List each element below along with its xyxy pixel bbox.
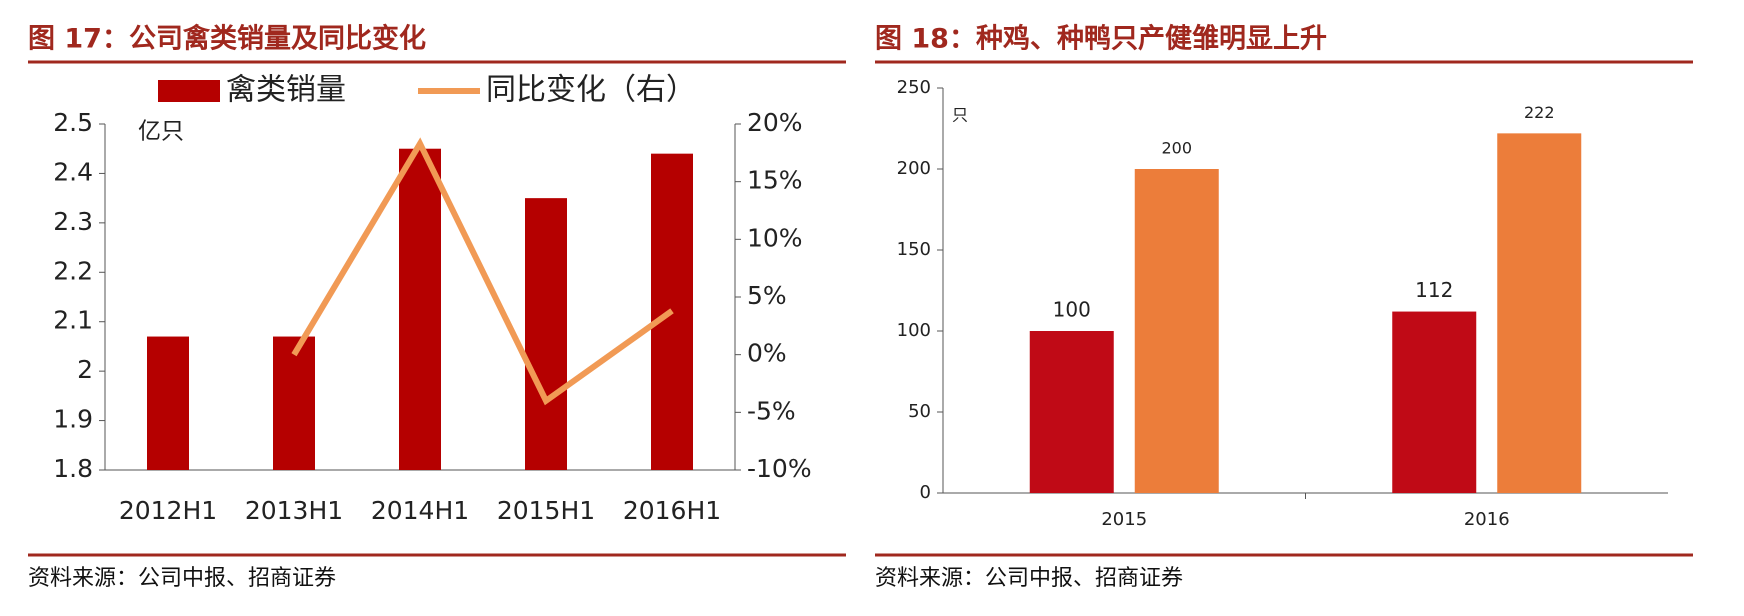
legend-label: 禽类销量 bbox=[226, 73, 346, 108]
y-tick-label: 200 bbox=[897, 158, 931, 179]
source: 资料来源：公司中报、招商证券 bbox=[875, 566, 1183, 591]
y-tick-label: 2 bbox=[77, 355, 93, 384]
legend-label: 同比变化（右） bbox=[486, 73, 696, 108]
data-label: 100 bbox=[1053, 298, 1091, 322]
y-tick-label: 2.4 bbox=[53, 157, 93, 186]
y-tick-label: 150 bbox=[897, 239, 931, 260]
chart-title: 图 17：公司禽类销量及同比变化 bbox=[28, 23, 426, 55]
bar bbox=[147, 336, 189, 470]
y2-tick-label: 10% bbox=[747, 223, 803, 252]
y-tick-label: 1.8 bbox=[53, 454, 93, 483]
x-tick-label: 2013H1 bbox=[245, 496, 343, 525]
bar bbox=[1134, 169, 1219, 493]
data-label: 200 bbox=[1161, 139, 1192, 158]
bar bbox=[525, 198, 567, 470]
data-label: 112 bbox=[1415, 278, 1453, 302]
y2-tick-label: -10% bbox=[747, 454, 812, 483]
source: 资料来源：公司中报、招商证券 bbox=[28, 566, 336, 591]
chart-title: 图 18：种鸡、种鸭只产健雏明显上升 bbox=[875, 24, 1327, 55]
y2-tick-label: 15% bbox=[747, 166, 803, 195]
y-unit: 只 bbox=[952, 106, 968, 125]
y-tick-label: 50 bbox=[908, 401, 931, 422]
y-tick-label: 100 bbox=[897, 320, 931, 341]
y-tick-label: 250 bbox=[897, 77, 931, 98]
line bbox=[291, 137, 674, 406]
x-tick-label: 2015H1 bbox=[497, 496, 595, 525]
y2-tick-label: 0% bbox=[747, 339, 787, 368]
y2-tick-label: 20% bbox=[747, 108, 803, 137]
y-tick-label: 2.2 bbox=[53, 256, 93, 285]
bar bbox=[273, 336, 315, 470]
y-tick-label: 0 bbox=[920, 482, 931, 503]
bar bbox=[399, 148, 441, 470]
y-tick-label: 1.9 bbox=[53, 405, 93, 434]
bar bbox=[1029, 331, 1114, 493]
y2-tick-label: 5% bbox=[747, 281, 787, 310]
legend-swatch bbox=[158, 80, 220, 102]
x-tick-label: 2014H1 bbox=[371, 496, 469, 525]
x-tick-label: 2016H1 bbox=[623, 496, 721, 525]
data-label: 222 bbox=[1524, 103, 1555, 122]
x-tick-label: 2012H1 bbox=[119, 496, 217, 525]
y2-tick-label: -5% bbox=[747, 396, 796, 425]
bar bbox=[1392, 311, 1477, 493]
x-tick-label: 2015 bbox=[1101, 509, 1147, 530]
y-tick-label: 2.1 bbox=[53, 306, 93, 335]
bar bbox=[1497, 133, 1582, 494]
y-tick-label: 2.5 bbox=[53, 108, 93, 137]
y-unit: 亿只 bbox=[138, 119, 184, 145]
y-tick-label: 2.3 bbox=[53, 207, 93, 236]
x-tick-label: 2016 bbox=[1464, 509, 1510, 530]
